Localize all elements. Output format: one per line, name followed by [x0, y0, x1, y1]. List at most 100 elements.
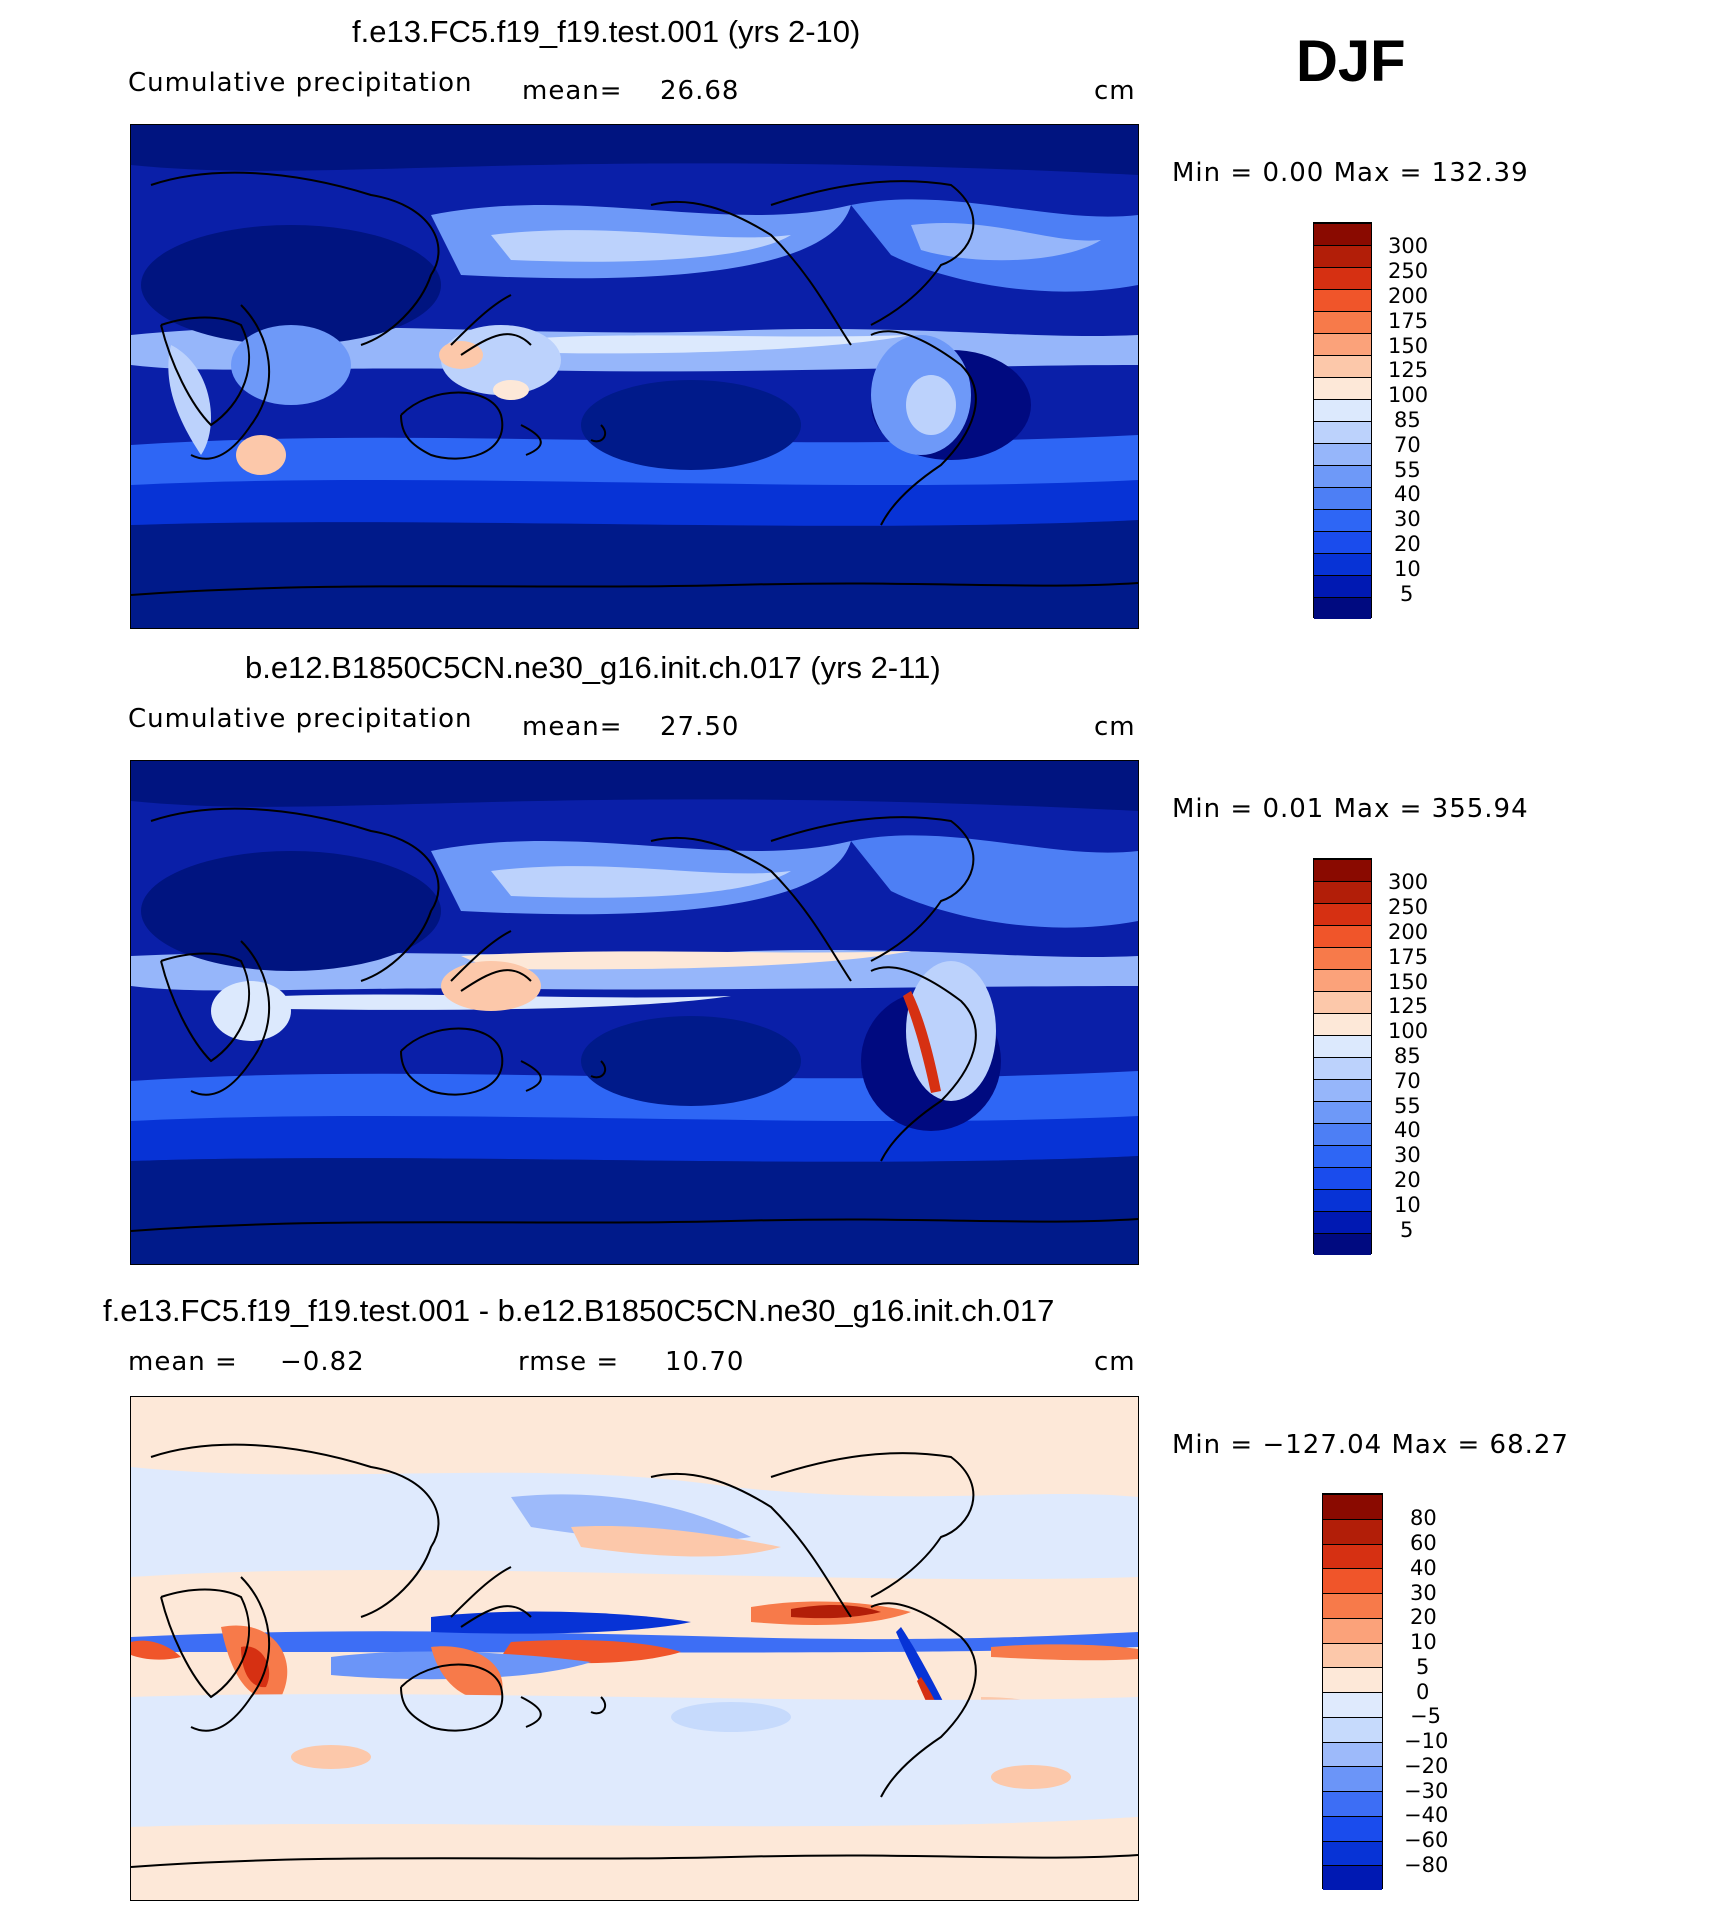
- colorbar-segment: [1314, 531, 1371, 553]
- panel2-tick: 20: [1394, 1168, 1421, 1192]
- panel3-tick: 80: [1410, 1506, 1437, 1530]
- colorbar-segment: [1323, 1741, 1382, 1767]
- colorbar-segment: [1314, 881, 1371, 903]
- colorbar-segment: [1314, 245, 1371, 267]
- panel2-tick: 300: [1388, 870, 1429, 894]
- panel1-tick: 175: [1388, 309, 1429, 333]
- panel3-tick: 60: [1410, 1531, 1437, 1555]
- colorbar-segment: [1314, 947, 1371, 969]
- panel1-unit: cm: [1094, 76, 1136, 106]
- panel1-tick: 5: [1400, 582, 1414, 606]
- colorbar-segment: [1323, 1840, 1382, 1866]
- panel2-tick: 100: [1388, 1019, 1429, 1043]
- panel1-map-svg: [131, 125, 1138, 628]
- panel3-tick: −10: [1404, 1729, 1449, 1753]
- panel2-tick: 200: [1388, 920, 1429, 944]
- colorbar-segment: [1314, 443, 1371, 465]
- panel1-tick: 300: [1388, 234, 1429, 258]
- panel3-minmax: Min = −127.04 Max = 68.27: [1172, 1430, 1569, 1460]
- panel3-tick: −5: [1410, 1704, 1441, 1728]
- panel1-tick: 70: [1394, 433, 1421, 457]
- panel2-variable-label: Cumulative precipitation: [128, 704, 473, 734]
- panel3-mean-label: mean =: [128, 1347, 238, 1377]
- colorbar-segment: [1314, 1211, 1371, 1233]
- panel2-tick: 70: [1394, 1069, 1421, 1093]
- colorbar-segment: [1323, 1791, 1382, 1816]
- panel1-tick: 30: [1394, 507, 1421, 531]
- colorbar-segment: [1314, 289, 1371, 311]
- panel3-title: f.e13.FC5.f19_f19.test.001 - b.e12.B1850…: [103, 1293, 1055, 1328]
- panel2-mean-value: 27.50: [660, 712, 740, 742]
- colorbar-segment: [1314, 553, 1371, 575]
- colorbar-segment: [1323, 1716, 1382, 1742]
- colorbar-segment: [1314, 223, 1371, 245]
- colorbar-segment: [1314, 377, 1371, 399]
- panel3-tick: −60: [1404, 1828, 1449, 1852]
- colorbar-segment: [1323, 1815, 1382, 1841]
- colorbar-segment: [1314, 969, 1371, 991]
- colorbar-segment: [1314, 575, 1371, 597]
- panel3-tick: −40: [1404, 1803, 1449, 1827]
- colorbar-segment: [1314, 421, 1371, 443]
- panel3-colorbar: [1322, 1493, 1383, 1890]
- panel3-tick: −30: [1404, 1779, 1449, 1803]
- colorbar-segment: [1314, 1079, 1371, 1101]
- panel3-difference-map: [130, 1396, 1139, 1901]
- colorbar-segment: [1314, 1013, 1371, 1035]
- panel1-minmax: Min = 0.00 Max = 132.39: [1172, 158, 1529, 188]
- colorbar-segment: [1314, 1167, 1371, 1189]
- panel2-tick: 40: [1394, 1118, 1421, 1142]
- panel2-tick: 10: [1394, 1193, 1421, 1217]
- panel2-tick: 85: [1394, 1044, 1421, 1068]
- panel1-tick: 55: [1394, 458, 1421, 482]
- panel1-tick: 10: [1394, 557, 1421, 581]
- panel3-tick: −20: [1404, 1754, 1449, 1778]
- colorbar-segment: [1314, 991, 1371, 1013]
- colorbar-segment: [1323, 1518, 1382, 1544]
- colorbar-segment: [1314, 1233, 1371, 1255]
- colorbar-segment: [1323, 1568, 1382, 1593]
- colorbar-segment: [1323, 1667, 1382, 1692]
- panel1-tick: 40: [1394, 482, 1421, 506]
- panel1-tick: 85: [1394, 408, 1421, 432]
- panel2-tick: 125: [1388, 994, 1429, 1018]
- colorbar-segment: [1314, 1189, 1371, 1211]
- panel3-tick: 30: [1410, 1581, 1437, 1605]
- colorbar-segment: [1314, 1145, 1371, 1167]
- panel2-colorbar: [1313, 858, 1372, 1255]
- colorbar-segment: [1314, 311, 1371, 333]
- colorbar-segment: [1323, 1642, 1382, 1668]
- panel3-tick: 5: [1416, 1655, 1430, 1679]
- colorbar-segment: [1314, 509, 1371, 531]
- panel3-tick: 10: [1410, 1630, 1437, 1654]
- season-label: DJF: [1296, 29, 1406, 94]
- colorbar-segment: [1323, 1593, 1382, 1618]
- panel3-unit: cm: [1094, 1347, 1136, 1377]
- panel1-tick: 250: [1388, 259, 1429, 283]
- colorbar-segment: [1314, 399, 1371, 421]
- panel2-title: b.e12.B1850C5CN.ne30_g16.init.ch.017 (yr…: [245, 650, 941, 685]
- colorbar-segment: [1314, 859, 1371, 881]
- panel2-tick: 5: [1400, 1218, 1414, 1242]
- colorbar-segment: [1323, 1617, 1382, 1643]
- colorbar-segment: [1314, 267, 1371, 289]
- panel1-precip-map: [130, 124, 1139, 629]
- colorbar-segment: [1314, 597, 1371, 619]
- panel1-tick: 100: [1388, 383, 1429, 407]
- colorbar-segment: [1314, 903, 1371, 925]
- panel2-minmax: Min = 0.01 Max = 355.94: [1172, 794, 1529, 824]
- panel2-tick: 30: [1394, 1143, 1421, 1167]
- panel3-tick: −80: [1404, 1853, 1449, 1877]
- panel2-unit: cm: [1094, 712, 1136, 742]
- panel1-mean-label: mean=: [522, 76, 623, 106]
- colorbar-segment: [1314, 1057, 1371, 1079]
- colorbar-segment: [1314, 1035, 1371, 1057]
- panel2-tick: 55: [1394, 1094, 1421, 1118]
- panel3-mean-value: −0.82: [280, 1347, 365, 1377]
- panel2-map-svg: [131, 761, 1138, 1264]
- colorbar-segment: [1314, 333, 1371, 355]
- panel1-colorbar: [1313, 222, 1372, 619]
- panel3-rmse-value: 10.70: [665, 1347, 745, 1377]
- colorbar-segment: [1323, 1865, 1382, 1890]
- colorbar-segment: [1323, 1766, 1382, 1791]
